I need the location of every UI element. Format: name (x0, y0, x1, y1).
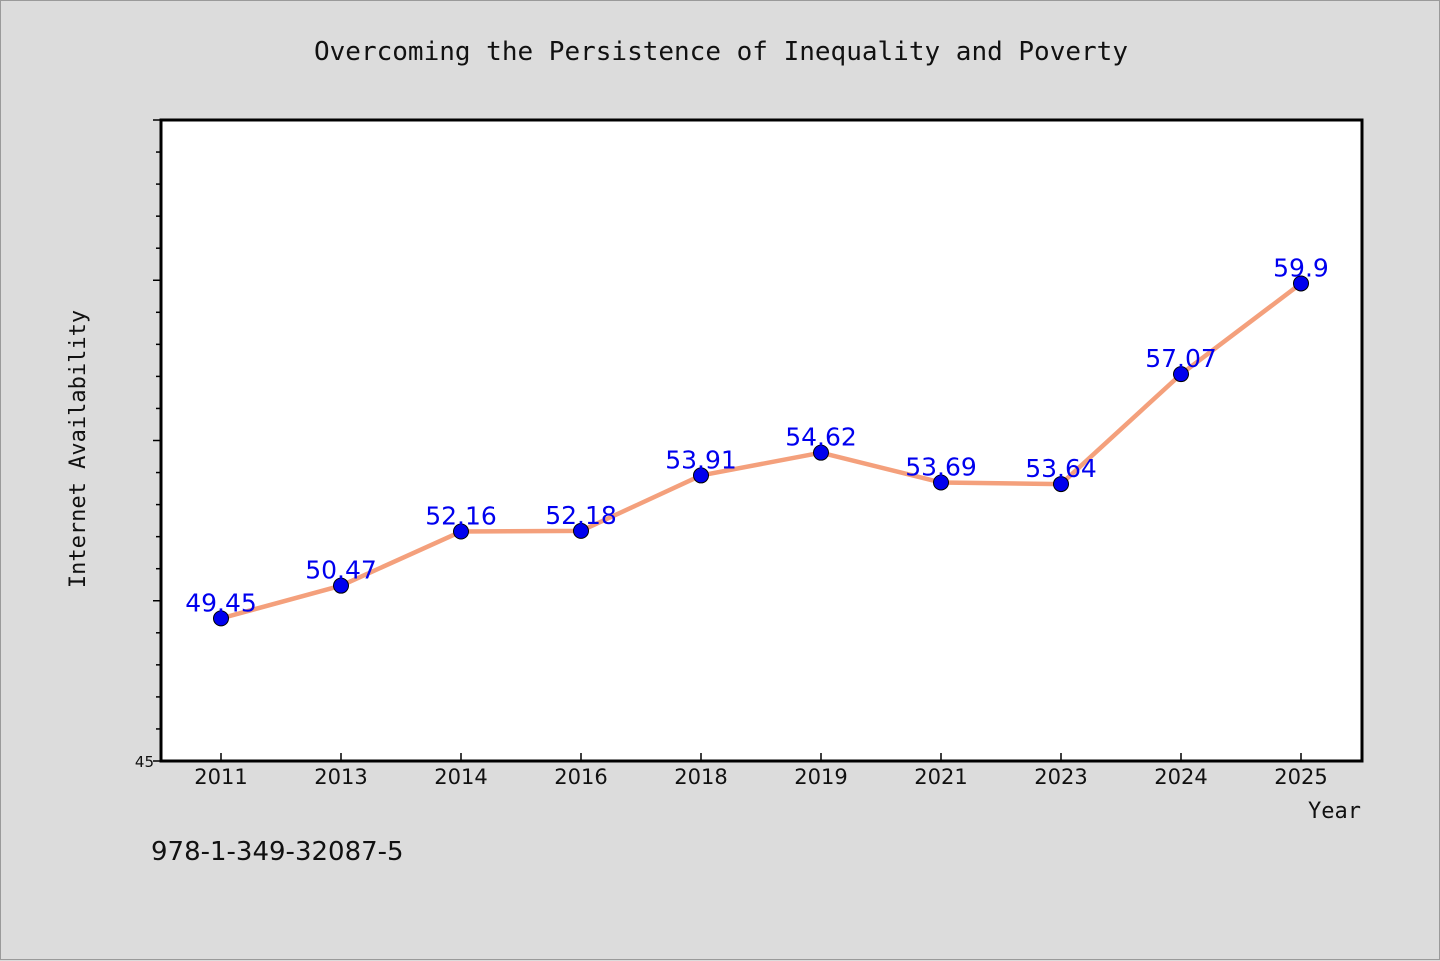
data-label: 49.45 (185, 588, 257, 617)
x-tick-label: 2014 (434, 765, 487, 789)
data-label: 50.47 (305, 556, 377, 585)
data-point (1173, 366, 1189, 383)
x-tick-label: 2016 (554, 765, 607, 789)
label-layer: 49.45 50.47 52.16 52.18 53.91 54.62 53.69 53.64… (185, 253, 1329, 617)
data-point (213, 610, 229, 627)
chart-title: Overcoming the Persistence of Inequality… (314, 37, 1128, 67)
x-tick-label: 2013 (314, 765, 367, 789)
x-tick-label: 2018 (674, 765, 727, 789)
y-axis-label: Internet Availability (66, 310, 91, 588)
x-axis-label: Year (1308, 799, 1361, 824)
x-tick-label: 2011 (194, 765, 247, 789)
data-point (333, 577, 349, 594)
plot-area (159, 118, 1364, 763)
x-tick-label: 2019 (794, 765, 847, 789)
x-tick-label: 2024 (1154, 765, 1207, 789)
y-axis-ticks: 45 (135, 119, 161, 771)
x-axis-ticks: 2011 2013 2014 2016 2018 2019 2021 2023 2024 2025 (194, 753, 1328, 789)
data-point (693, 467, 709, 484)
series-layer (213, 275, 1309, 627)
data-point (933, 474, 949, 491)
data-point (573, 522, 589, 539)
data-label: 54.62 (785, 423, 857, 452)
data-point (1293, 275, 1309, 292)
data-label: 52.18 (545, 501, 617, 530)
data-label: 53.91 (665, 445, 737, 474)
x-tick-label: 2023 (1034, 765, 1087, 789)
data-point (1053, 476, 1069, 493)
series-line (218, 281, 1304, 621)
isbn-text: 978-1-349-32087-5 (151, 837, 404, 867)
x-tick-label: 2021 (914, 765, 967, 789)
data-point (813, 444, 829, 461)
data-label: 57.07 (1145, 344, 1217, 373)
data-label: 53.69 (905, 452, 977, 481)
data-label: 53.64 (1025, 454, 1097, 483)
data-point (453, 523, 469, 540)
data-label: 59.9 (1273, 253, 1329, 282)
x-tick-label: 2025 (1274, 765, 1327, 789)
data-label: 52.16 (425, 502, 497, 531)
y-tick-label: 45 (135, 753, 154, 771)
